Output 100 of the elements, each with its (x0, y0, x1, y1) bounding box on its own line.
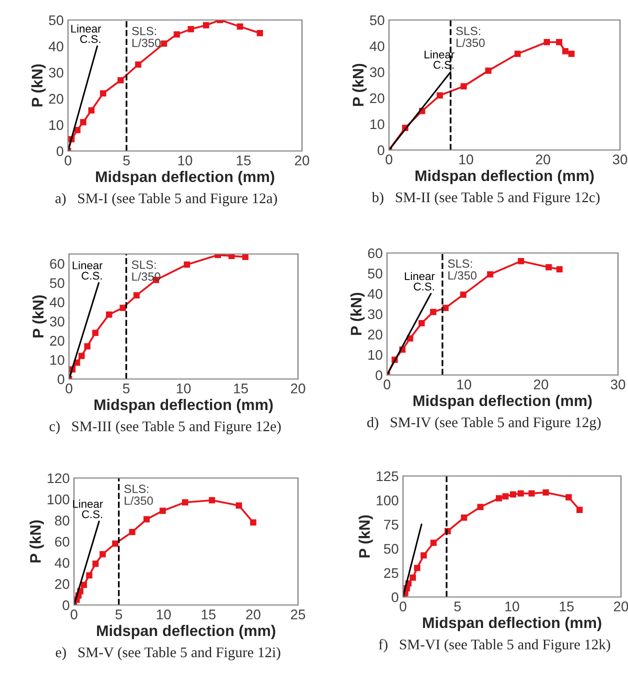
y-tick-label: 60 (55, 536, 70, 547)
x-tick-label: 0 (400, 602, 406, 612)
x-tick-label: 15 (202, 610, 216, 620)
y-tick-label: 60 (368, 248, 382, 258)
y-axis-title: P (kN) (31, 64, 46, 106)
point (242, 254, 248, 260)
y-tick-label: 30 (50, 316, 64, 326)
x-tick-label: 15 (236, 156, 251, 166)
point (414, 564, 420, 572)
point (160, 40, 168, 47)
point (542, 489, 549, 496)
point (544, 38, 550, 46)
y-tick-label: 20 (55, 579, 70, 590)
point (133, 292, 140, 298)
point (576, 506, 583, 514)
y-tick-label: 25 (384, 568, 398, 578)
point (430, 540, 437, 546)
text: d) SM-IV (see Table 5 and Figure 12g) (367, 417, 601, 430)
point (562, 48, 568, 54)
point (436, 92, 443, 99)
point (250, 519, 256, 526)
y-tick-label: 50 (48, 15, 64, 26)
point (514, 50, 521, 57)
y-tick-label: 10 (370, 119, 384, 130)
y-tick-label: 20 (50, 336, 64, 346)
y-axis-title: P (kN) (358, 515, 373, 558)
point (528, 490, 535, 497)
x-axis-title: Midspan deflection (mm) (423, 616, 602, 632)
point (88, 107, 95, 114)
point (420, 552, 427, 558)
y-tick-label: 50 (50, 278, 64, 288)
point (460, 292, 466, 298)
x-tick-label: 20 (534, 380, 548, 390)
x-tick-label: 5 (115, 610, 122, 620)
x-axis-title: Midspan deflection (mm) (96, 170, 274, 186)
y-tick-label: 40 (368, 289, 382, 299)
point (208, 497, 216, 504)
y-tick-label: 10 (50, 355, 64, 365)
y-axis-title: P (kN) (32, 295, 47, 338)
point (236, 502, 242, 509)
point (182, 499, 188, 506)
x-tick-label: 20 (536, 154, 550, 164)
text: a) SM-I (see Table 5 and Figure 12a) (55, 193, 277, 206)
point (106, 311, 112, 318)
point (100, 90, 106, 96)
point (487, 271, 494, 278)
text: f) SM-VI (see Table 5 and Figure 12k) (378, 639, 610, 652)
ref-line-label: SLS: L/350 (124, 484, 153, 505)
x-axis-title: Midspan deflection (mm) (97, 624, 276, 640)
series-label: Linear C.S. (73, 500, 103, 518)
y-tick-label: 80 (54, 516, 70, 526)
y-axis-title: P (kN) (350, 292, 365, 335)
x-tick-label: 5 (123, 156, 130, 166)
series-label: Linear C.S. (404, 272, 435, 290)
y-tick-label: 20 (49, 94, 64, 104)
y-tick-label: 40 (54, 558, 70, 568)
x-tick-label: 30 (612, 154, 628, 164)
y-tick-label: 75 (384, 520, 398, 530)
text: c) SM-III (see Table 5 and Figure 12e) (50, 421, 281, 434)
point (485, 68, 492, 74)
x-tick-label: 10 (505, 602, 520, 612)
x-axis-title: Midspan deflection (mm) (414, 394, 592, 410)
point (202, 22, 210, 28)
x-tick-label: 15 (234, 384, 248, 394)
y-tick-label: 0 (378, 145, 384, 156)
point (135, 61, 142, 68)
x-tick-label: 20 (614, 602, 628, 612)
point (120, 304, 126, 311)
point (86, 572, 92, 578)
text: e) SM-V (see Table 5 and Figure 12i) (56, 647, 280, 660)
point (410, 574, 416, 581)
y-tick-label: 50 (370, 15, 384, 26)
point (518, 258, 524, 264)
x-tick-label: 0 (70, 610, 78, 620)
point (256, 30, 264, 36)
x-tick-label: 10 (156, 610, 171, 620)
point (184, 261, 190, 268)
point (460, 514, 468, 521)
point (80, 119, 86, 126)
x-tick-label: 20 (294, 156, 310, 166)
point (174, 31, 180, 38)
y-tick-label: 10 (49, 120, 64, 130)
point (546, 264, 552, 270)
y-tick-label: 60 (50, 258, 64, 269)
x-tick-label: 20 (290, 384, 306, 394)
ref-line-label: SLS: L/350 (132, 260, 160, 281)
y-tick-label: 40 (50, 297, 64, 308)
point (510, 491, 516, 498)
point (556, 38, 562, 46)
y-tick-label: 100 (48, 494, 70, 504)
y-axis-title: P (kN) (352, 64, 367, 106)
series-label: Linear C.S. (71, 24, 102, 44)
x-tick-label: 5 (122, 384, 130, 394)
y-tick-label: 0 (56, 146, 64, 156)
point (160, 508, 166, 514)
x-tick-label: 20 (246, 610, 260, 620)
text: b) SM-II (see Table 5 and Figure 12c) (372, 192, 600, 206)
x-axis-title: Midspan deflection (mm) (416, 170, 594, 184)
y-tick-label: 30 (48, 68, 64, 78)
y-tick-label: 50 (368, 268, 382, 279)
